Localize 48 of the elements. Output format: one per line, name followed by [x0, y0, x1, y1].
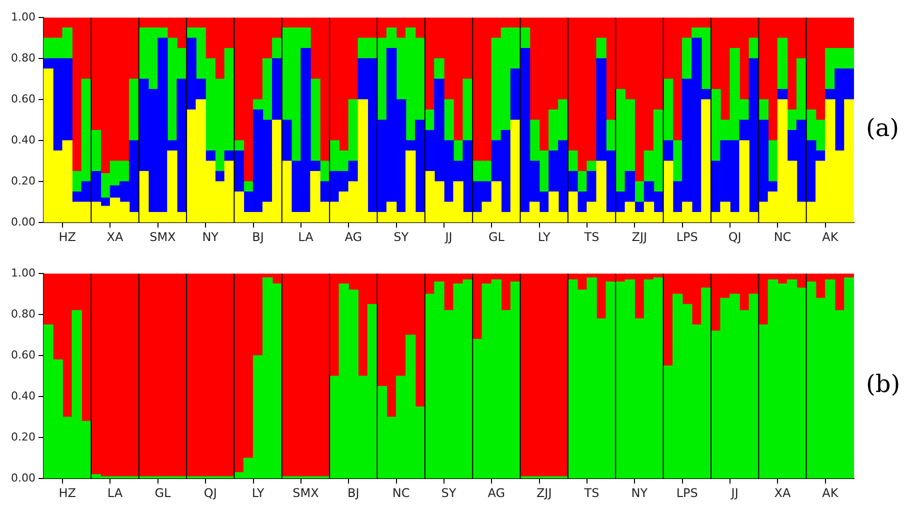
text: (a) — [866, 114, 900, 142]
text: (b) — [866, 370, 902, 398]
x-tick-label: LA — [298, 230, 314, 244]
y-tick-label: 0.20 — [10, 430, 36, 444]
x-tick-label: NY — [202, 230, 220, 244]
x-tick-label: BJ — [348, 486, 360, 500]
y-tick-label: 0.00 — [10, 471, 36, 484]
x-tick-label: QJ — [204, 486, 217, 500]
x-tick-label: LA — [107, 486, 124, 500]
y-tick-label: 0.80 — [10, 307, 36, 320]
x-tick-label: LPS — [676, 486, 698, 500]
x-tick-label: TS — [583, 230, 600, 244]
x-tick-label: XA — [774, 486, 792, 500]
x-tick-label: LY — [538, 230, 551, 244]
x-tick-label: HZ — [58, 230, 76, 244]
x-tick-label: ZJJ — [632, 230, 648, 244]
x-tick-label: SMX — [292, 486, 319, 500]
y-tick-label: 0.80 — [10, 51, 36, 64]
x-tick-label: SY — [441, 486, 457, 500]
x-tick-label: HZ — [58, 486, 76, 500]
y-tick-label: 0.20 — [10, 174, 36, 188]
x-tick-label: QJ — [728, 230, 742, 244]
x-tick-label: BJ — [252, 230, 264, 244]
y-tick-label: 0.60 — [10, 348, 36, 362]
y-tick-label: 1.00 — [10, 10, 36, 24]
x-tick-label: AK — [822, 230, 840, 244]
x-tick-label: TS — [583, 486, 600, 500]
x-tick-label: JJ — [444, 230, 452, 244]
x-tick-label: AG — [344, 230, 362, 244]
x-tick-label: LY — [252, 486, 265, 500]
y-tick-label: 0.00 — [10, 215, 36, 228]
y-tick-label: 1.00 — [10, 266, 36, 280]
y-tick-label: 0.40 — [10, 133, 36, 146]
x-tick-label: JJ — [730, 486, 738, 500]
x-tick-label: NC — [392, 486, 410, 500]
x-tick-label: ZJJ — [536, 486, 552, 500]
y-tick-label: 0.60 — [10, 92, 36, 106]
x-tick-label: LPS — [676, 230, 698, 244]
x-tick-label: AK — [822, 486, 840, 500]
y-tick-label: 0.40 — [10, 389, 36, 402]
x-tick-label: XA — [106, 230, 124, 244]
x-tick-label: SMX — [150, 230, 176, 244]
x-tick-label: GL — [154, 486, 171, 500]
x-tick-label: SY — [394, 230, 410, 244]
x-tick-label: AG — [488, 486, 506, 500]
x-tick-label: NC — [774, 230, 792, 244]
x-tick-label: NY — [631, 486, 648, 500]
x-tick-label: GL — [488, 230, 505, 244]
